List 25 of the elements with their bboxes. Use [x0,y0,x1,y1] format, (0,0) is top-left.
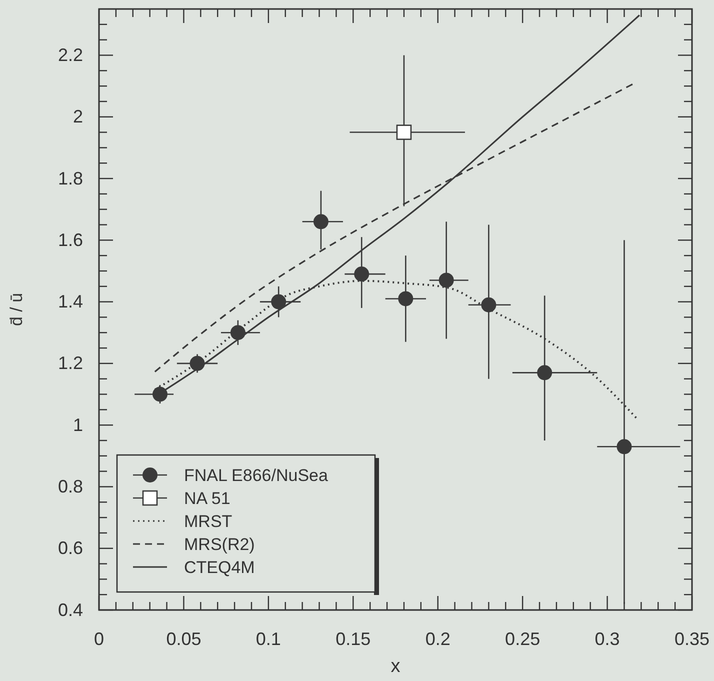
y-tick-label: 2 [72,106,83,127]
y-tick-label: 1.2 [58,353,83,374]
legend-label: MRS(R2) [184,535,255,554]
legend-label: NA 51 [184,489,230,508]
legend-label: MRST [184,512,232,531]
y-tick-label: 0.4 [58,600,83,620]
x-tick-label: 0.3 [594,628,620,649]
x-tick-label: 0.05 [166,628,202,649]
y-tick-label: 1.8 [58,168,83,188]
x-axis-title: x [390,656,401,677]
y-axis-title: d̄ / ū [7,292,26,326]
y-tick-label: 0.6 [58,538,83,558]
y-tick-label: 1 [72,414,83,435]
x-tick-label: 0.25 [505,628,540,649]
x-tick-label: 0 [94,628,104,649]
y-tick-label: 2.2 [58,44,83,65]
x-tick-label: 0.1 [256,628,281,649]
x-tick-label: 0.35 [674,628,710,649]
y-tick-label: 1.4 [58,292,83,312]
legend-label: CTEQ4M [184,558,255,577]
x-tick-label: 0.15 [336,628,371,649]
x-tick-label: 0.2 [425,628,450,649]
y-tick-label: 0.8 [58,476,83,496]
legend-label: FNAL E866/NuSea [184,466,328,485]
y-tick-label: 1.6 [58,230,83,250]
